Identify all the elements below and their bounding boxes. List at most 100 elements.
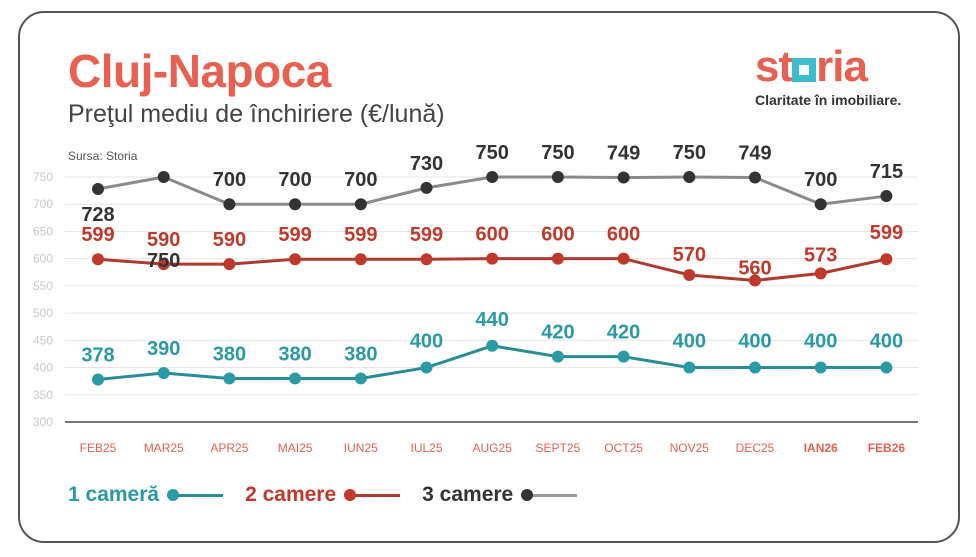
data-label: 750	[476, 142, 509, 164]
y-tick-label: 600	[33, 252, 53, 266]
data-label: 390	[147, 338, 180, 360]
data-point	[420, 181, 433, 194]
x-tick-label: DEC25	[736, 441, 775, 455]
data-label: 560	[738, 257, 771, 279]
x-tick-label: MAI25	[278, 441, 313, 455]
data-point	[749, 171, 761, 184]
data-label: 420	[541, 322, 574, 344]
legend-label: 1 cameră	[68, 483, 160, 506]
data-label: 700	[804, 169, 837, 191]
x-tick-label: IUL25	[410, 441, 442, 455]
data-point	[223, 198, 236, 211]
chart-subtitle: Preţul mediu de închiriere (€/lună)	[68, 100, 445, 128]
x-tick-label: NOV25	[670, 441, 710, 455]
y-tick-label: 700	[33, 197, 53, 211]
data-point	[683, 171, 696, 183]
legend-item-3-camere: 3 camere	[422, 483, 578, 507]
data-label: 599	[344, 224, 377, 246]
data-point	[749, 274, 761, 287]
y-tick-label: 350	[33, 388, 53, 402]
data-label: 380	[344, 343, 377, 365]
data-point	[486, 252, 499, 265]
data-point	[617, 171, 630, 184]
x-tick-label: FEB26	[868, 441, 906, 455]
data-point	[92, 253, 104, 266]
data-label: 700	[278, 169, 311, 191]
logo-text-end: ria	[816, 42, 868, 91]
y-tick-label: 650	[33, 224, 53, 238]
data-point	[880, 253, 893, 266]
y-tick-label: 750	[33, 170, 53, 184]
data-label: 400	[804, 331, 837, 353]
data-point	[814, 198, 827, 211]
data-label: 749	[607, 143, 640, 165]
data-label: 700	[213, 169, 246, 191]
data-point	[749, 361, 761, 374]
data-label: 749	[738, 143, 771, 165]
y-tick-label: 550	[33, 279, 53, 293]
data-point	[289, 253, 302, 266]
data-label: 590	[213, 229, 246, 251]
x-tick-label: IAN26	[804, 441, 838, 455]
data-point	[420, 253, 433, 266]
data-label: 400	[410, 331, 443, 353]
data-point	[289, 198, 302, 211]
data-label: 570	[673, 244, 706, 266]
x-tick-label: AUG25	[473, 441, 513, 455]
y-tick-label: 400	[33, 361, 53, 375]
data-label: 599	[81, 224, 114, 246]
data-label: 400	[673, 331, 706, 353]
data-label: 599	[870, 222, 903, 244]
data-point	[223, 258, 236, 271]
data-label: 590	[147, 229, 180, 251]
x-tick-label: APR25	[210, 441, 248, 455]
data-point	[420, 361, 433, 374]
storia-logo: st ria Claritate în imobiliare.	[755, 42, 915, 109]
data-label: 380	[278, 343, 311, 365]
legend-label: 3 camere	[422, 483, 514, 506]
x-tick-label: MAR25	[144, 441, 184, 455]
data-label: 599	[410, 224, 443, 246]
x-tick-label: IUN25	[344, 441, 378, 455]
logo-tagline: Claritate în imobiliare.	[755, 92, 902, 108]
data-label: 400	[870, 331, 903, 353]
x-tick-label: SEPT25	[536, 441, 581, 455]
legend: 1 cameră 2 camere 3 camere	[68, 483, 599, 507]
y-tick-label: 300	[33, 415, 53, 429]
data-label: 573	[804, 244, 837, 266]
data-point	[354, 198, 367, 211]
data-label: 600	[541, 224, 574, 246]
data-point	[92, 182, 104, 195]
y-tick-label: 450	[33, 333, 53, 347]
data-label: 730	[410, 153, 443, 175]
data-label: 700	[344, 169, 377, 191]
data-point	[617, 350, 630, 363]
data-label: 599	[278, 224, 311, 246]
x-tick-label: OCT25	[604, 441, 643, 455]
chart-card	[18, 11, 960, 543]
legend-item-1-camera: 1 cameră	[68, 483, 224, 507]
data-label: 600	[476, 224, 509, 246]
data-label: 715	[870, 161, 903, 183]
data-point	[486, 171, 499, 183]
data-point	[880, 361, 893, 374]
logo-text-start: st	[755, 42, 793, 91]
page-title: Cluj-Napoca	[68, 45, 331, 97]
data-point	[354, 253, 367, 266]
data-label: 750	[541, 142, 574, 164]
data-label: 440	[476, 309, 509, 331]
x-tick-label: FEB25	[80, 441, 117, 455]
data-point	[157, 258, 170, 271]
legend-swatch	[521, 489, 578, 501]
source-note: Sursa: Storia	[68, 149, 138, 163]
legend-item-2-camere: 2 camere	[245, 483, 401, 507]
logo-square-icon	[792, 58, 817, 82]
data-label: 600	[607, 224, 640, 246]
data-point	[486, 339, 499, 352]
data-point	[551, 171, 564, 183]
data-point	[617, 252, 630, 265]
legend-swatch	[167, 489, 224, 501]
legend-swatch	[344, 489, 401, 501]
data-label: 400	[738, 331, 771, 353]
